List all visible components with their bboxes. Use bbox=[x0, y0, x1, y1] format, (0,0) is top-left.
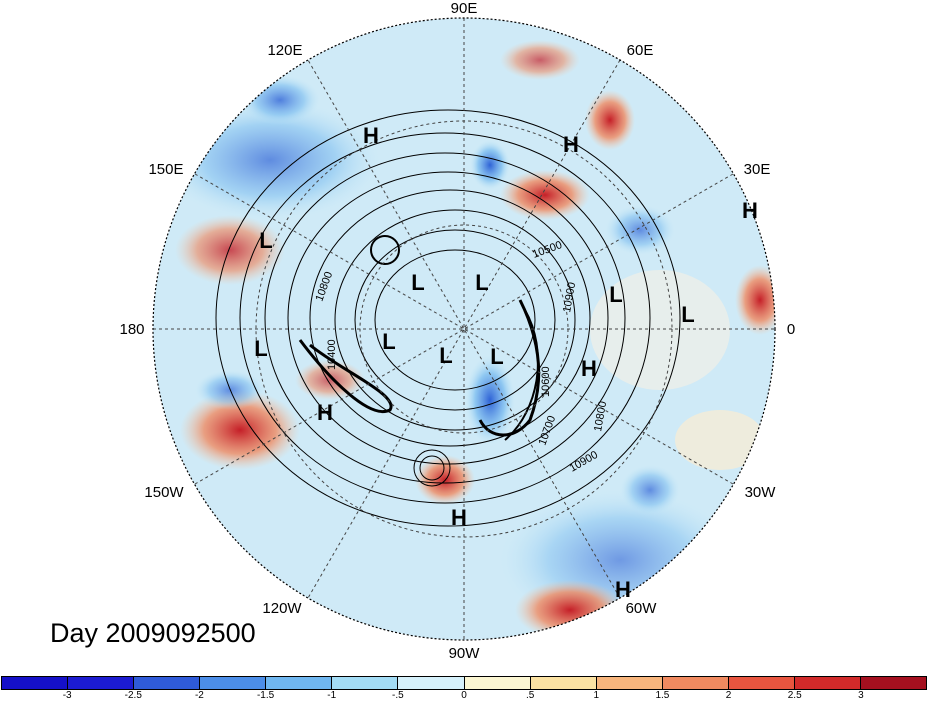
height-contours bbox=[215, 109, 681, 527]
colorbar-swatch bbox=[266, 677, 333, 689]
pressure-center: H bbox=[317, 400, 333, 425]
colorbar-tick-label: -3 bbox=[62, 690, 72, 701]
lon-label-90e: 90E bbox=[451, 0, 478, 17]
lon-label-120e: 120E bbox=[267, 42, 302, 59]
lon-label-30w: 30W bbox=[745, 484, 777, 501]
lon-label-30e: 30E bbox=[744, 161, 771, 178]
pressure-center: L bbox=[259, 228, 272, 253]
colorbar-tick-label: 0 bbox=[461, 690, 467, 701]
colorbar-tick-label: .5 bbox=[525, 690, 535, 701]
colorbar-swatch bbox=[728, 677, 795, 689]
day-caption: Day 2009092500 bbox=[50, 618, 256, 648]
colorbar-tick-label: -2.5 bbox=[124, 690, 142, 701]
pressure-center: H bbox=[451, 505, 467, 530]
colorbar-swatch bbox=[134, 677, 201, 689]
colorbar-swatch bbox=[398, 677, 465, 689]
colorbar-tick-label: 2.5 bbox=[787, 690, 802, 701]
pressure-center: H bbox=[615, 577, 631, 602]
colorbar-swatch bbox=[530, 677, 597, 689]
colorbar-tick-label: -1 bbox=[327, 690, 337, 701]
lon-label-0: 0 bbox=[787, 321, 795, 338]
colorbar-swatch bbox=[596, 677, 663, 689]
pressure-center: L bbox=[254, 336, 267, 361]
pressure-center: H bbox=[742, 198, 758, 223]
lon-label-120w: 120W bbox=[262, 600, 302, 617]
colorbar-tick-label: -2 bbox=[194, 690, 204, 701]
lon-label-150e: 150E bbox=[148, 161, 183, 178]
pressure-center: L bbox=[609, 282, 622, 307]
pressure-center: L bbox=[490, 344, 503, 369]
colorbar-labels: -3 -2.5 -2 -1.5 -1 -.5 0 .5 1 1.5 2 2.5 3 bbox=[1, 690, 927, 702]
colorbar-swatch bbox=[68, 677, 135, 689]
pressure-center: H bbox=[581, 356, 597, 381]
lon-label-90w: 90W bbox=[449, 645, 481, 662]
colorbar-swatch bbox=[662, 677, 729, 689]
colorbar-tick-label: -1.5 bbox=[256, 690, 275, 701]
colorbar-swatch bbox=[794, 677, 862, 689]
colorbar-swatch bbox=[2, 677, 69, 689]
colorbar-tick-label: 1.5 bbox=[655, 690, 670, 701]
colorbar-tick-label: 2 bbox=[725, 690, 732, 701]
lon-label-150w: 150W bbox=[144, 484, 184, 501]
colorbar-tick-label: -.5 bbox=[392, 690, 404, 701]
graticule bbox=[153, 18, 775, 640]
colorbar-tick-label: 3 bbox=[858, 690, 864, 701]
contour-label: 10400 bbox=[326, 339, 338, 370]
contour-label: 10600 bbox=[540, 366, 552, 397]
contour-label: 10800 bbox=[592, 400, 609, 432]
pressure-center: L bbox=[382, 329, 395, 354]
pressure-center: L bbox=[475, 270, 488, 295]
lon-label-180: 180 bbox=[119, 321, 144, 338]
colorbar-tick-label: 1 bbox=[593, 690, 600, 701]
pressure-center: L bbox=[411, 270, 424, 295]
pressure-center: H bbox=[363, 123, 379, 148]
contour-label: 10900 bbox=[561, 281, 578, 313]
lon-label-60w: 60W bbox=[626, 600, 658, 617]
lon-label-60e: 60E bbox=[627, 42, 654, 59]
pressure-center: H bbox=[563, 132, 579, 157]
pressure-center: L bbox=[439, 343, 452, 368]
colorbar-swatch bbox=[200, 677, 267, 689]
colorbar-swatch bbox=[464, 677, 531, 689]
colorbar-swatch bbox=[332, 677, 399, 689]
pressure-center: L bbox=[681, 302, 694, 327]
colorbar bbox=[1, 676, 927, 690]
map-boundary bbox=[152, 17, 776, 641]
colorbar-swatch bbox=[861, 677, 927, 689]
